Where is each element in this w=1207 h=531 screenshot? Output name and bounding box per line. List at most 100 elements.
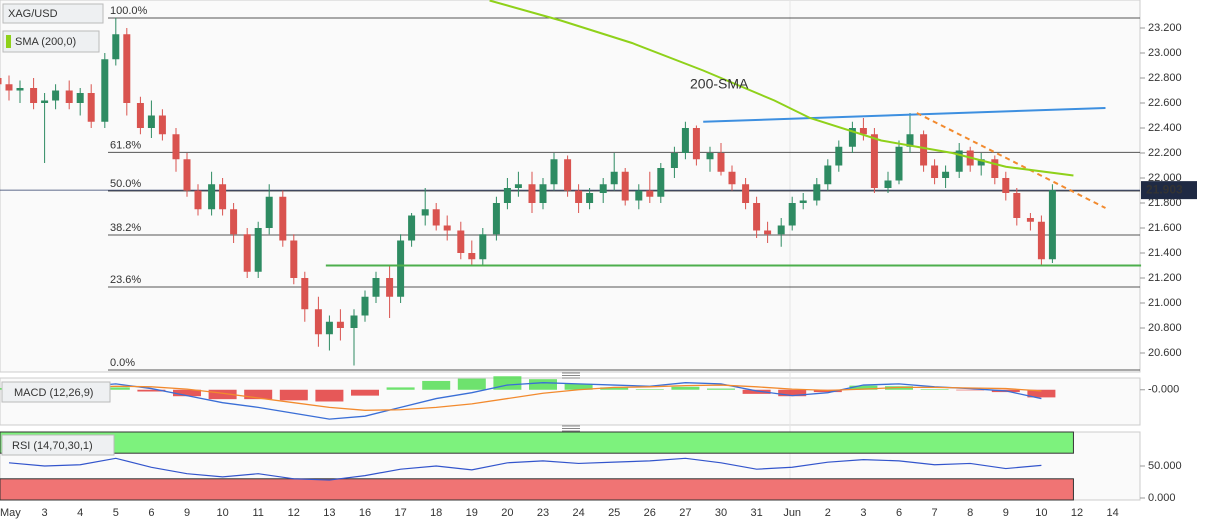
x-tick-label: 11 <box>252 507 263 519</box>
y-tick-label: 23.200 <box>1148 22 1182 34</box>
candle-body <box>777 225 785 235</box>
candle-body <box>408 215 416 241</box>
candle-body <box>977 159 985 166</box>
candle-body <box>681 128 689 153</box>
candle-body <box>991 159 999 178</box>
y-tick-label: 21.800 <box>1148 197 1182 209</box>
macd-histogram <box>208 389 237 400</box>
fib-label: 23.6% <box>110 274 141 286</box>
candle-body <box>514 184 522 188</box>
macd-histogram <box>386 387 415 390</box>
macd-box <box>1 381 111 403</box>
x-tick-label: 25 <box>608 507 620 519</box>
candle-body <box>208 184 216 210</box>
candle-body <box>492 203 500 235</box>
macd-histogram <box>742 389 771 394</box>
sma-line <box>489 0 1074 177</box>
candle-body <box>194 190 202 210</box>
macd-histogram <box>778 389 807 397</box>
candle-body <box>219 184 227 210</box>
y-tick-label: 21.600 <box>1148 222 1182 234</box>
trend-line <box>703 107 1106 123</box>
candle-body <box>635 190 643 201</box>
candle-body <box>479 234 487 260</box>
macd-histogram <box>600 387 629 390</box>
x-tick-label: 9 <box>184 507 190 519</box>
rsi-line <box>8 457 1042 481</box>
macd-histogram <box>1027 389 1056 398</box>
x-tick-label: Jun <box>783 507 801 519</box>
x-tick-label: 8 <box>967 507 973 519</box>
x-tick-label: 9 <box>1003 507 1009 519</box>
rsi-box <box>1 434 115 456</box>
candle-body <box>30 88 38 103</box>
candle-body <box>599 184 607 193</box>
candle-body <box>158 115 166 135</box>
fib-label: 0.0% <box>110 357 135 369</box>
rsi-title: RSI (14,70,30,1) <box>12 440 93 452</box>
macd-histogram <box>564 383 593 390</box>
candle-body <box>717 153 725 172</box>
macd-histogram <box>315 389 344 402</box>
indicator-box <box>2 30 100 53</box>
x-tick-label: 13 <box>323 507 335 519</box>
macd-histogram <box>173 389 201 397</box>
macd-histogram <box>137 389 166 392</box>
candle-body <box>859 128 867 135</box>
candle-body <box>172 134 180 160</box>
candle-body <box>884 180 892 188</box>
sma-label: 200-SMA <box>690 76 749 92</box>
candle-body <box>183 159 191 191</box>
candle-body <box>350 315 358 328</box>
candle-body <box>65 90 73 103</box>
x-tick-label: 3 <box>860 507 866 519</box>
candle-body <box>824 165 832 185</box>
x-tick-label: 4 <box>77 507 83 519</box>
y-tick-label: 20.600 <box>1148 347 1182 359</box>
x-tick-label: 12 <box>1071 507 1083 519</box>
candle-body <box>41 100 49 103</box>
x-tick-label: 16 <box>359 507 371 519</box>
macd-tick-label: -0.000 <box>1148 384 1179 396</box>
candle-body <box>728 171 736 185</box>
candle-body <box>586 193 594 203</box>
x-tick-label: 23 <box>537 507 549 519</box>
candle-body <box>848 128 856 147</box>
candle-body <box>1048 190 1056 260</box>
x-tick-label: 31 <box>750 507 762 519</box>
x-tick-label: May <box>0 507 21 519</box>
x-tick-label: 6 <box>896 507 902 519</box>
candle-body <box>101 59 109 122</box>
candle-body <box>397 240 405 297</box>
candle-body <box>788 203 796 226</box>
x-tick-label: 26 <box>644 507 656 519</box>
y-tick-label: 21.000 <box>1148 297 1182 309</box>
candle-body <box>443 225 451 231</box>
macd-histogram <box>457 378 486 390</box>
candle-body <box>742 184 750 203</box>
macd-histogram <box>671 386 700 390</box>
candle-body <box>243 234 251 272</box>
candle-body <box>621 171 629 201</box>
candle-body <box>1002 178 1010 193</box>
candle-body <box>753 203 761 231</box>
candle-body <box>895 146 903 181</box>
candle-body <box>942 171 950 178</box>
candle-body <box>692 128 700 160</box>
candle-body <box>1037 221 1045 260</box>
candle-body <box>503 188 511 203</box>
indicator-label: SMA (200,0) <box>15 36 76 48</box>
candle-body <box>1013 193 1021 218</box>
macd-histogram <box>849 385 878 390</box>
candle-body <box>361 296 369 316</box>
fib-label: 61.8% <box>110 139 141 151</box>
macd-histogram <box>101 387 130 390</box>
y-tick-label: 22.600 <box>1148 97 1182 109</box>
pane-handle <box>562 372 580 432</box>
candle-body <box>279 196 287 241</box>
price-tag-label: 21.903 <box>1146 182 1183 196</box>
candle-body <box>528 184 536 203</box>
candle-body <box>870 134 878 188</box>
rsi-overbought <box>0 431 1074 454</box>
candle-body <box>386 278 394 297</box>
